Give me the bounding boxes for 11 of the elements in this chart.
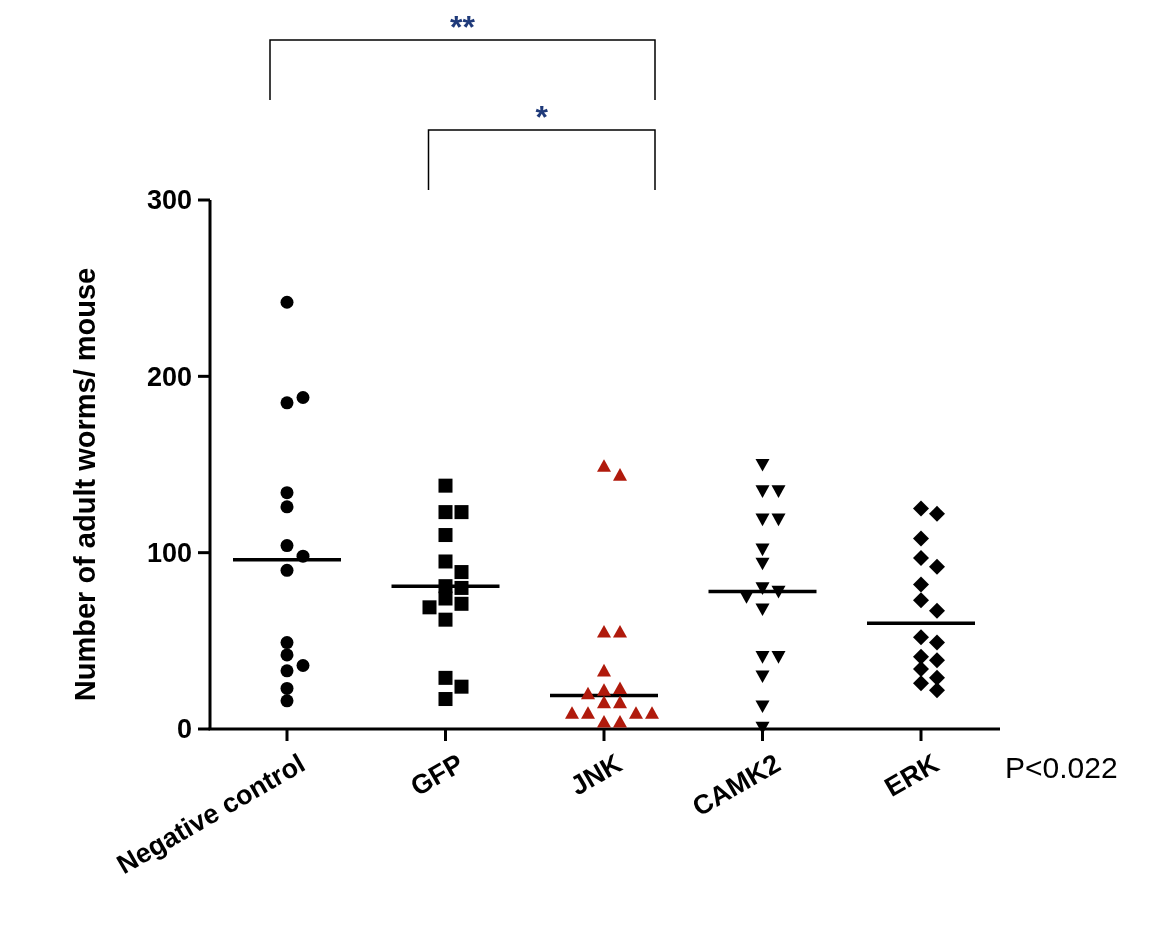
x-tick-label: GFP	[405, 748, 469, 802]
text: P<0.022	[1005, 751, 1118, 784]
y-tick-label: 300	[146, 185, 192, 216]
y-tick-label: 0	[176, 714, 192, 745]
y-axis-title: Number of adult worms/ mouse	[69, 267, 101, 702]
y-tick-label: 100	[146, 538, 192, 569]
x-tick-label: ERK	[879, 747, 945, 803]
text: **	[450, 9, 476, 45]
y-tick-label: 200	[146, 361, 192, 392]
text: *	[535, 99, 549, 135]
x-tick-label: JNK	[565, 747, 628, 802]
